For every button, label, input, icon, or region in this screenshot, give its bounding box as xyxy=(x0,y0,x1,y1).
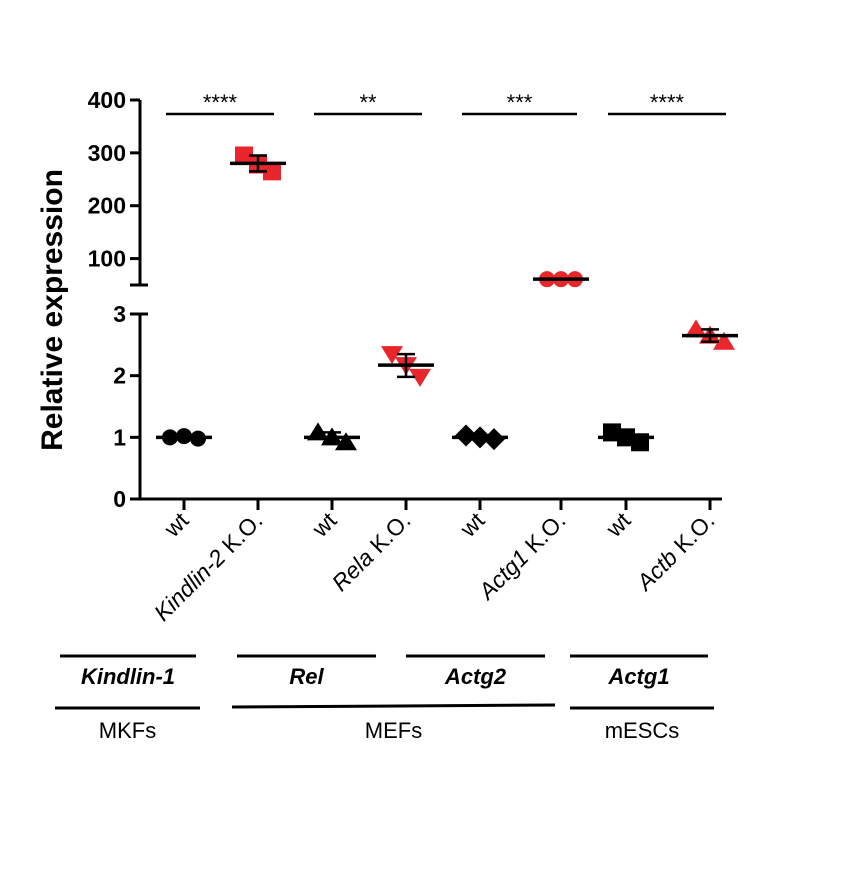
y-tick-label: 1 xyxy=(113,424,126,450)
y-tick-label: 3 xyxy=(113,301,126,327)
x-tick-label: wt xyxy=(306,507,342,543)
data-point xyxy=(235,146,253,165)
gene-label: Rel xyxy=(289,664,324,689)
y-tick-label: 0 xyxy=(113,486,126,512)
significance-label: **** xyxy=(650,90,685,115)
x-tick-label-italic: Kindlin-2 xyxy=(149,544,231,626)
data-point xyxy=(263,162,281,181)
data-point xyxy=(685,319,707,338)
data-point xyxy=(455,424,477,447)
y-tick-label: 400 xyxy=(88,87,126,113)
significance-label: **** xyxy=(203,90,238,115)
x-tick-label: Actb K.O. xyxy=(630,507,719,596)
y-tick-label: 2 xyxy=(113,363,126,389)
significance-annotations: **** ** *** **** xyxy=(166,90,726,116)
gene-label: Actg2 xyxy=(444,664,507,689)
x-tick-label: wt xyxy=(600,507,636,543)
x-tick-label: wt xyxy=(454,507,490,543)
x-tick-label: Actg1 K.O. xyxy=(472,507,570,605)
cell-label: MKFs xyxy=(99,718,156,743)
y-axis-label: Relative expression xyxy=(36,169,69,451)
data-point xyxy=(713,331,735,350)
group-labels: Kindlin-1 Rel Actg2 Actg1 MKFs MEFs mESCs xyxy=(55,654,714,743)
mean-lines xyxy=(156,154,738,444)
y-tick-label: 100 xyxy=(88,246,126,272)
cell-bracket xyxy=(231,703,556,709)
cell-label: mESCs xyxy=(605,718,680,743)
data-point xyxy=(335,432,357,451)
significance-label: *** xyxy=(507,90,533,115)
data-point xyxy=(483,428,505,451)
x-tick-label: wt xyxy=(158,507,194,543)
gene-label: Actg1 xyxy=(607,664,669,689)
axes: 0 1 2 3 100 200 300 400 xyxy=(88,87,722,512)
x-tick-label: Rela K.O. xyxy=(327,507,416,596)
data-point xyxy=(409,368,431,387)
y-tick-label: 200 xyxy=(88,193,126,219)
data-point xyxy=(381,346,403,365)
data-points xyxy=(162,146,735,452)
cell-label: MEFs xyxy=(365,718,422,743)
significance-label: ** xyxy=(359,90,377,115)
y-tick-label: 300 xyxy=(88,140,126,166)
gene-label: Kindlin-1 xyxy=(81,664,175,689)
